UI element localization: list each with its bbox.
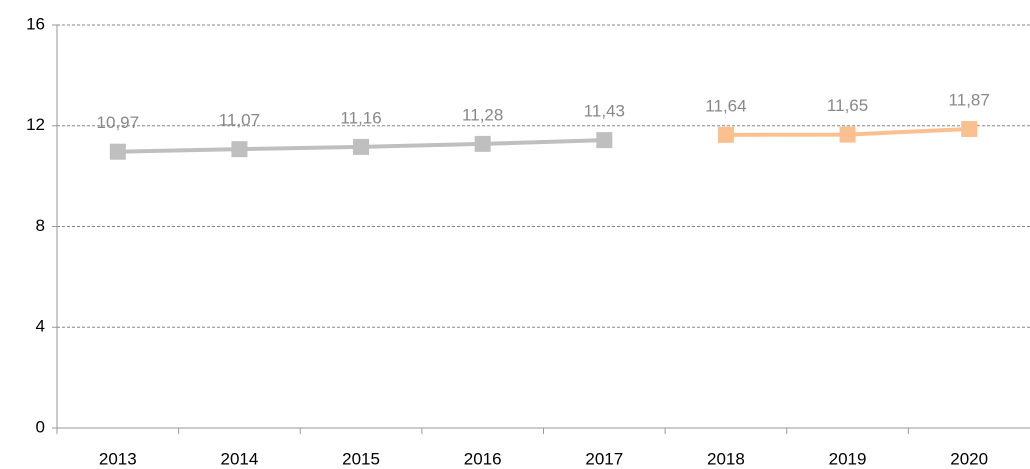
value-label: 11,28 [462,105,503,124]
value-label: 11,65 [827,96,868,115]
x-tick-label: 2013 [99,449,137,468]
point-marker [839,126,856,143]
y-tick-label: 8 [36,216,45,235]
y-tick-label: 4 [36,317,45,336]
x-tick-label: 2016 [464,449,502,468]
x-tick-label: 2017 [585,449,623,468]
value-label: 11,43 [584,102,625,121]
x-tick-label: 2018 [707,449,745,468]
x-tick-label: 2014 [221,449,259,468]
y-tick-label: 0 [36,417,45,436]
y-tick-label: 16 [26,14,45,33]
x-tick-label: 2019 [829,449,867,468]
point-marker [961,121,978,138]
x-tick-label: 2020 [950,449,988,468]
point-marker [353,138,370,155]
value-label: 11,87 [949,91,990,110]
y-tick-label: 12 [26,115,45,134]
point-marker [717,126,734,143]
point-marker [596,132,613,149]
value-label: 11,64 [705,96,746,115]
value-label: 10,97 [97,113,140,132]
point-marker [109,143,126,160]
x-tick-label: 2015 [342,449,380,468]
point-marker [231,141,248,158]
point-marker [474,135,491,152]
value-label: 11,07 [219,111,260,130]
value-label: 11,16 [340,108,381,127]
